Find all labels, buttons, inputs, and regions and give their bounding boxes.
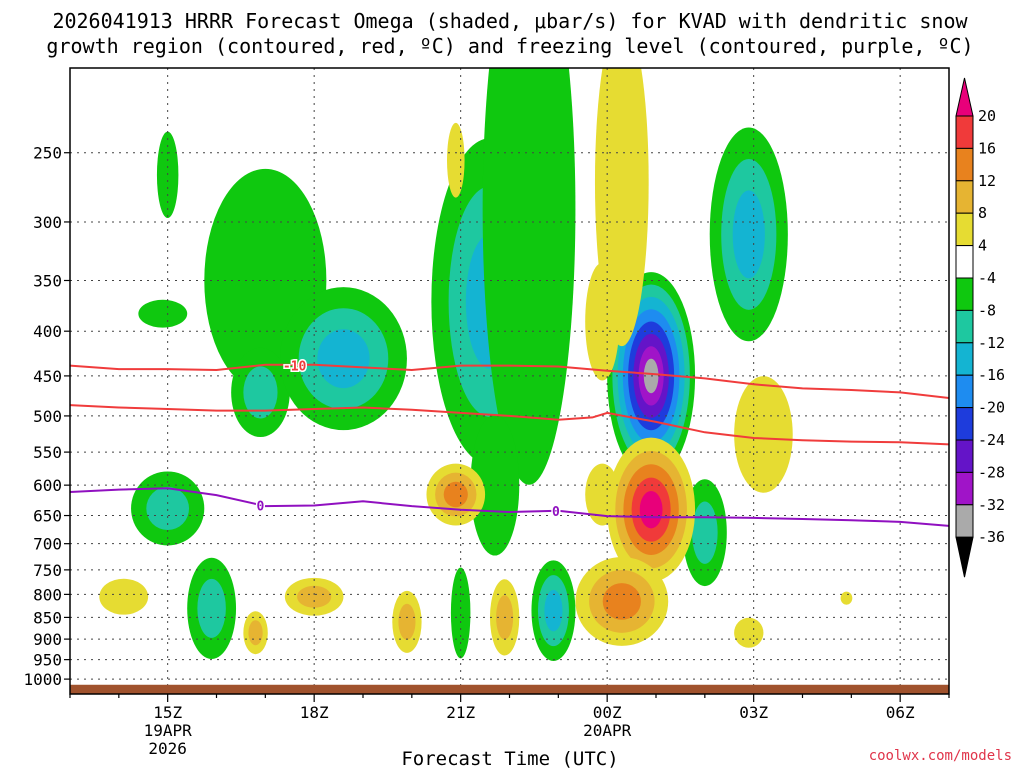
colorbar-swatch-7	[955, 309, 974, 344]
omega-region-2-level-1	[146, 486, 190, 531]
y-tick-label-400: 400	[33, 322, 62, 341]
chart-title-line-2: growth region (contoured, red, ºC) and f…	[46, 34, 973, 58]
colorbar-swatch-6	[955, 277, 974, 311]
colorbar-label-13: -36	[978, 528, 1005, 546]
omega-region-9-level-0	[470, 414, 520, 556]
y-tick-label-700: 700	[33, 535, 62, 554]
chart-title-line-1: 2026041913 HRRR Forecast Omega (shaded, …	[52, 9, 968, 33]
colorbar-label-3: 8	[978, 204, 987, 222]
y-tick-label-650: 650	[33, 507, 62, 526]
colorbar-swatch-8	[955, 342, 974, 376]
y-tick-label-1000: 1000	[23, 670, 62, 689]
omega-region-6-level-1	[197, 578, 226, 638]
contour-label-2: 0	[552, 505, 560, 520]
colorbar-bottom-arrow	[955, 536, 974, 578]
colorbar-swatch-10	[955, 407, 974, 441]
colorbar-label-0: 20	[978, 107, 996, 125]
omega-region-14-level-1	[692, 501, 718, 564]
terrain-ground	[70, 684, 949, 694]
omega-region-4-level-1	[243, 366, 278, 419]
colorbar-label-12: -32	[978, 496, 1005, 514]
credit-text: coolwx.com/models	[869, 748, 1012, 764]
omega-region-16-level-1	[248, 620, 263, 646]
omega-region-28-level-0	[734, 617, 764, 648]
omega-region-17-level-1	[297, 585, 332, 608]
y-tick-label-450: 450	[33, 367, 62, 386]
colorbar-label-6: -8	[978, 301, 996, 319]
omega-region-19-level-0	[446, 122, 465, 198]
x-tick-year-15Z: 2026	[148, 739, 187, 758]
colorbar-label-9: -20	[978, 399, 1005, 417]
omega-region-10-level-0	[450, 567, 471, 659]
colorbar-swatch-3	[955, 180, 974, 214]
x-tick-date-15Z: 19APR	[144, 721, 193, 740]
contour-label-0: -10	[283, 360, 307, 375]
x-tick-date-00Z: 20APR	[583, 721, 632, 740]
colorbar-label-10: -24	[978, 431, 1005, 449]
colorbar-swatch-2	[955, 147, 974, 182]
x-tick-label-21Z: 21Z	[446, 703, 475, 722]
colorbar-label-4: 4	[978, 237, 987, 255]
colorbar-swatch-4	[955, 212, 974, 247]
omega-region-25-level-4	[639, 490, 663, 529]
y-tick-label-550: 550	[33, 443, 62, 462]
y-tick-label-750: 750	[33, 561, 62, 580]
omega-region-11-level-2	[544, 589, 563, 632]
omega-region-5-level-2	[317, 329, 370, 389]
y-tick-label-950: 950	[33, 651, 62, 670]
colorbar-swatch-11	[955, 439, 974, 473]
contour-freezing-level-0C	[70, 487, 949, 527]
colorbar-swatch-13	[955, 504, 974, 538]
colorbar-swatch-9	[955, 374, 974, 409]
ground-layer	[70, 684, 949, 694]
colorbar-label-2: 12	[978, 172, 996, 190]
omega-colorbar: 20 16 12 8 4 -4 -8 -12 -16 -20 -24 -28 -32 -36	[955, 77, 1005, 578]
contour-dgz-10C	[70, 363, 949, 399]
contour-label-1: 0	[257, 499, 265, 514]
colorbar-label-7: -12	[978, 334, 1005, 352]
y-tick-label-900: 900	[33, 630, 62, 649]
omega-region-29-level-0	[840, 591, 853, 605]
x-tick-label-06Z: 06Z	[886, 703, 915, 722]
colorbar-label-1: 16	[978, 139, 996, 157]
colorbar-swatch-5	[955, 245, 974, 279]
omega-region-8-level-0	[482, 68, 576, 485]
omega-region-24-level-0	[594, 68, 649, 347]
omega-region-21-level-2	[443, 481, 468, 508]
omega-region-18-level-1	[398, 603, 416, 640]
x-axis-label: Forecast Time (UTC)	[401, 748, 618, 768]
contour-dgz-16C	[70, 404, 949, 446]
omega-region-15-level-0	[99, 578, 149, 615]
omega-region-13-level-2	[732, 190, 765, 279]
omega-region-1-level-0	[138, 299, 188, 328]
y-tick-label-800: 800	[33, 585, 62, 604]
omega-shading-layer	[99, 68, 853, 661]
omega-region-26-level-2	[602, 583, 641, 620]
y-tick-label-500: 500	[33, 407, 62, 426]
colorbar-swatch-1	[955, 115, 974, 149]
x-tick-label-15Z: 15Z	[153, 703, 182, 722]
colorbar-top-arrow	[955, 77, 974, 117]
y-tick-label-250: 250	[33, 144, 62, 163]
colorbar-label-8: -16	[978, 366, 1005, 384]
colorbar-label-11: -28	[978, 463, 1005, 481]
contour-layer: -10 0 0	[70, 358, 949, 527]
colorbar-swatch-12	[955, 471, 974, 506]
x-tick-label-03Z: 03Z	[739, 703, 768, 722]
y-tick-label-350: 350	[33, 271, 62, 290]
omega-region-27-level-0	[734, 376, 793, 493]
y-tick-label-850: 850	[33, 608, 62, 627]
colorbar-label-5: -4	[978, 269, 996, 287]
y-tick-label-600: 600	[33, 476, 62, 495]
x-tick-label-18Z: 18Z	[300, 703, 329, 722]
pressure-axis: 250 300 350 400 450 500 550 600 650 700 750 800 850 9…	[23, 144, 70, 689]
y-tick-label-300: 300	[33, 213, 62, 232]
x-tick-label-00Z: 00Z	[593, 703, 622, 722]
